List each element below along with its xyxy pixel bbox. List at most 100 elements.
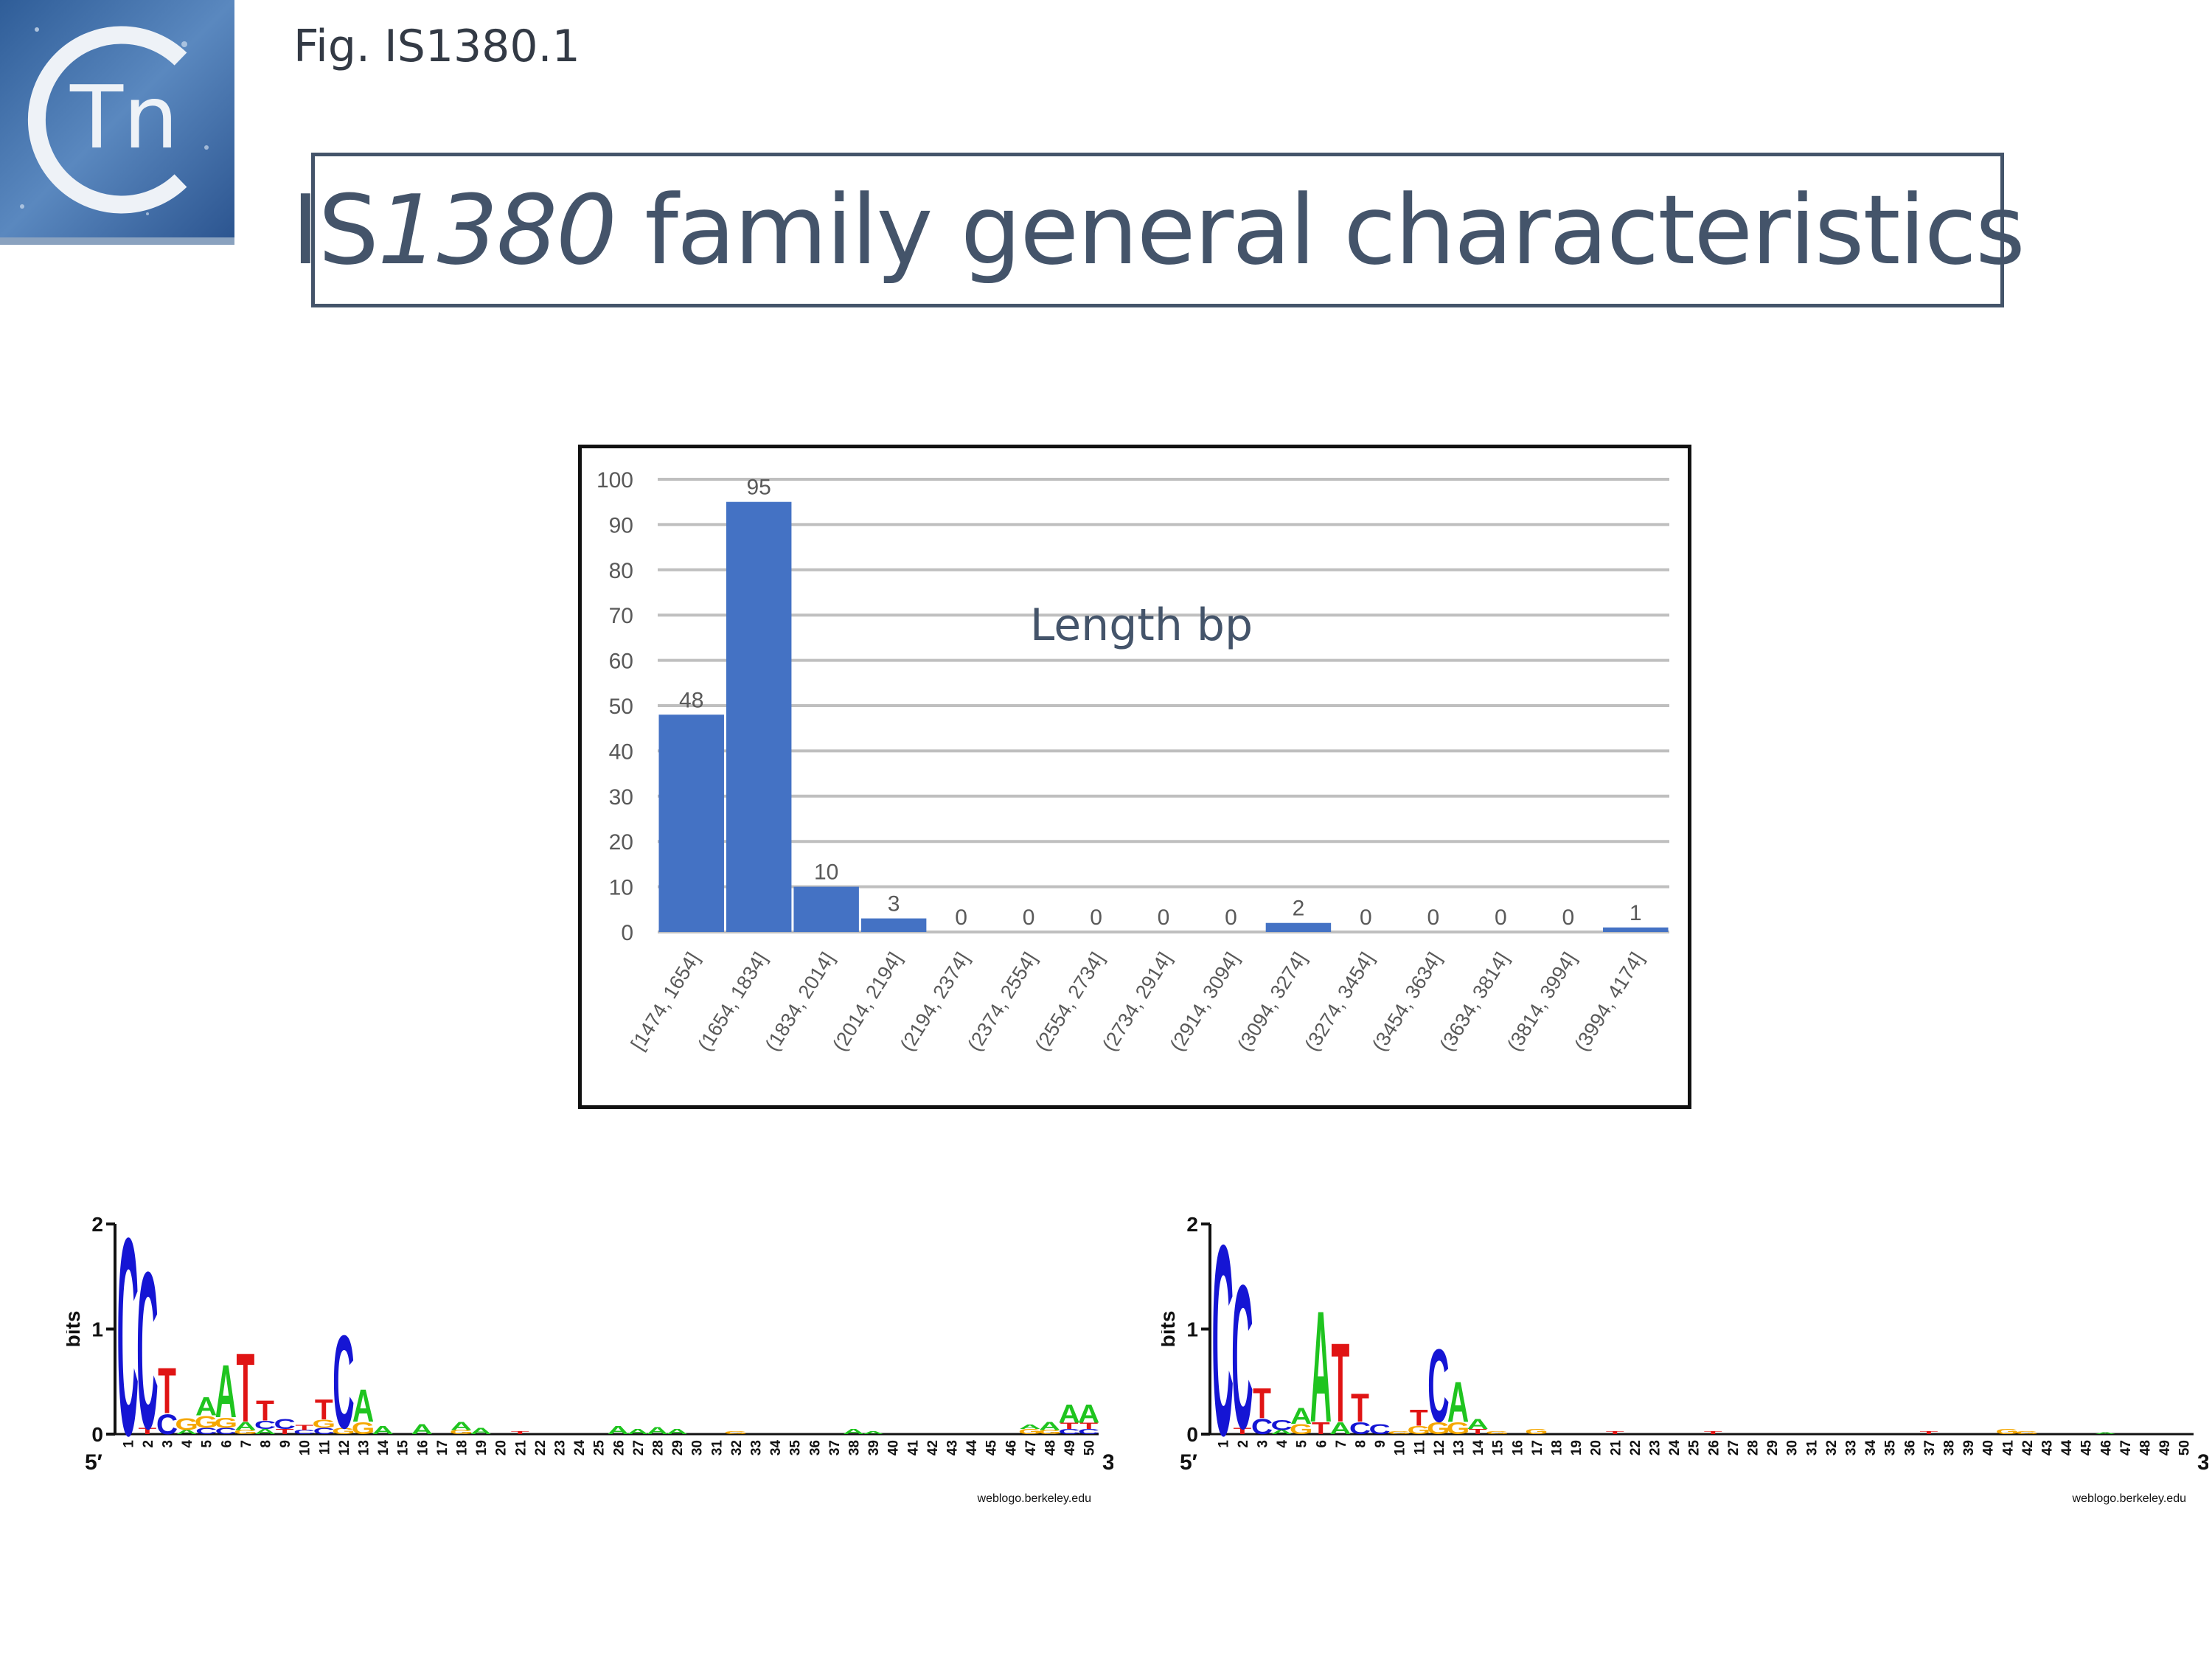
logo-position-label: 33 (1844, 1440, 1860, 1455)
logo-letter-glyph: G (234, 1429, 257, 1436)
logo-letter-T: T (1079, 1422, 1098, 1431)
logo-letter-glyph: A (1058, 1400, 1079, 1429)
logo-position-label: 22 (533, 1440, 549, 1455)
logo-letter-C: C (1368, 1421, 1390, 1437)
logo-position-label: 28 (651, 1440, 667, 1455)
logo-position-label: 21 (1608, 1440, 1624, 1456)
logo-letter-glyph: A (1467, 1416, 1488, 1432)
logo-position-label: 48 (2138, 1440, 2154, 1455)
logo-letter-T: T (237, 1332, 255, 1442)
logo-letter-A: A (1329, 1419, 1351, 1438)
logo-letter-C: C (156, 1409, 178, 1441)
logo-letter-T: T (1469, 1427, 1487, 1436)
logo-letter-glyph: T (1060, 1422, 1079, 1431)
logo-letter-A: A (1467, 1416, 1488, 1432)
logo-letter-glyph: T (511, 1430, 529, 1435)
logo-credit: weblogo.berkeley.edu (977, 1492, 1091, 1505)
logo-letter-glyph: C (1078, 1427, 1099, 1436)
logo-position-label: 19 (1569, 1440, 1585, 1455)
gridlines (658, 478, 1669, 933)
logo-letter-glyph: A (647, 1425, 668, 1436)
logo-letter-glyph: A (254, 1427, 276, 1436)
logo-position-label: 46 (2098, 1440, 2114, 1455)
logo-letter-T: T (315, 1394, 333, 1426)
logo-letter-glyph: A (1270, 1429, 1292, 1436)
title-prefix: IS (291, 174, 379, 286)
chart-annotation: Length bp (1030, 599, 1253, 651)
logo-position-label: 11 (317, 1440, 333, 1455)
logo-position-label: 2 (1236, 1440, 1251, 1448)
logo-letter-G: G (1408, 1424, 1431, 1437)
three-prime-label: 3′ (2197, 1450, 2208, 1475)
logo-letter-A: A (451, 1419, 472, 1433)
logo-position-label: 15 (1491, 1440, 1506, 1456)
svg-text:Tn: Tn (69, 66, 178, 168)
logo-letter-glyph: C (195, 1427, 217, 1436)
logo-position-label: 16 (415, 1440, 431, 1455)
logo-letter-glyph: T (1351, 1385, 1369, 1430)
logo-letter-C: C (215, 1427, 237, 1436)
bar-value-label: 1 (1630, 901, 1642, 925)
x-category-label: (2374, 2554] (963, 948, 1041, 1054)
x-category-label: (2194, 2374] (896, 948, 974, 1054)
logo-position-label: 39 (1961, 1440, 1977, 1455)
logo-position-label: 18 (455, 1440, 470, 1455)
logo-position-label: 8 (1354, 1440, 1369, 1448)
logo-position-label: 16 (1510, 1440, 1526, 1455)
logo-position-label: 8 (259, 1440, 274, 1448)
length-histogram: 0 10 20 30 40 50 60 70 80 90 100 48 [1474, 1654] 95 (1… (578, 445, 1691, 1109)
logo-position-label: 5 (1295, 1440, 1310, 1448)
logo-position-label: 13 (1452, 1440, 1467, 1455)
logo-letter-A: A (1019, 1424, 1040, 1430)
logo-letter-glyph: T (1920, 1430, 1938, 1435)
logo-letter-glyph: G (215, 1415, 238, 1431)
logo-letter-glyph: G (332, 1427, 355, 1436)
x-category-label: (1834, 2014] (761, 948, 839, 1054)
logo-position-label: 40 (886, 1440, 902, 1455)
logo-position-label: 7 (239, 1440, 254, 1448)
logo-position-label: 38 (1942, 1440, 1958, 1455)
bar-value-label: 0 (1158, 905, 1170, 930)
logo-position-label: 1 (121, 1440, 136, 1448)
logo-position-label: 49 (2157, 1440, 2173, 1455)
logo-position-label: 25 (592, 1440, 608, 1456)
logo-letter-C: C (293, 1429, 315, 1436)
logo-letter-G: G (215, 1415, 238, 1431)
logo-letter-T: T (1351, 1385, 1369, 1430)
bar-value-label: 2 (1293, 897, 1305, 921)
logo-letter-glyph: T (315, 1394, 333, 1426)
logo-y-axis-label: bits (66, 1311, 84, 1348)
logo-letter-C: C (1231, 1243, 1253, 1472)
logo-letter-glyph: G (352, 1419, 375, 1438)
logo-letter-A: A (411, 1421, 433, 1437)
histogram-bar (860, 918, 927, 932)
logo-position-label: 46 (1004, 1440, 1019, 1455)
logo-letter-A: A (1039, 1419, 1060, 1433)
logo-letter-G: G (1447, 1419, 1470, 1438)
logo-letter-G: G (450, 1429, 473, 1436)
logo-position-label: 10 (1393, 1440, 1408, 1455)
logo-position-label: 1 (1216, 1440, 1231, 1448)
logo-letter-glyph: A (627, 1427, 648, 1436)
logo-letter-glyph: A (234, 1419, 256, 1433)
logo-letter-A: A (647, 1425, 668, 1436)
logo-letter-glyph: G (175, 1415, 198, 1434)
logo-letter-glyph: G (1996, 1427, 2020, 1436)
logo-letter-G: G (195, 1413, 218, 1432)
logo-position-label: 15 (396, 1440, 411, 1456)
logo-letter-C: C (1212, 1189, 1234, 1492)
logo-position-label: 36 (807, 1440, 823, 1455)
logo-letter-glyph: T (1332, 1320, 1350, 1446)
slide-title: IS1380 family general characteristics (291, 174, 2025, 286)
logo-letter-A: A (2095, 1432, 2117, 1435)
logo-letter-C: C (195, 1427, 217, 1436)
x-category-label: (2554, 2734] (1031, 948, 1109, 1054)
logo-letter-glyph: A (862, 1430, 883, 1435)
logo-letter-G: G (352, 1419, 375, 1438)
y-tick-label: 100 (597, 468, 633, 493)
logo-letter-glyph: A (175, 1429, 197, 1436)
logo-letter-A: A (862, 1430, 883, 1435)
histogram-bar (658, 714, 724, 932)
logo-letter-glyph: A (843, 1427, 864, 1436)
